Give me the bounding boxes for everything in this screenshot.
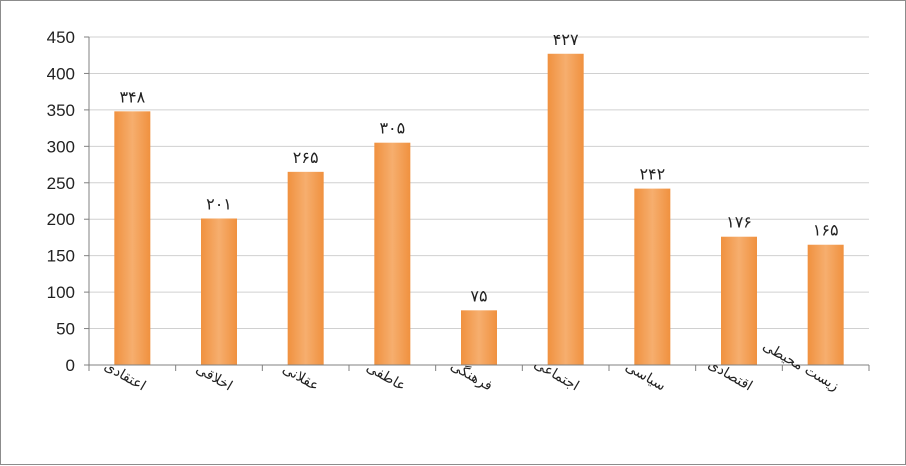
x-category-label: اخلاقی <box>193 361 235 394</box>
data-label: ۲۰۱ <box>206 194 232 213</box>
data-label: ۷۵ <box>470 286 487 305</box>
bar <box>201 218 237 365</box>
y-tick-label: 350 <box>47 101 75 120</box>
data-label: ۳۰۵ <box>379 119 405 138</box>
data-label: ۳۴۸ <box>119 87 145 106</box>
bar <box>287 171 324 365</box>
bar <box>374 142 411 365</box>
y-tick-label: 150 <box>47 247 75 266</box>
y-tick-label: 100 <box>47 283 75 302</box>
y-tick-label: 250 <box>47 174 75 193</box>
bar <box>547 53 584 366</box>
data-label: ۲۶۵ <box>293 148 319 167</box>
data-label: ۱۶۵ <box>813 221 839 240</box>
y-tick-label: 200 <box>47 210 75 229</box>
x-category-label: عقلانی <box>280 361 322 395</box>
data-label: ۴۲۷ <box>553 30 579 49</box>
y-tick-label: 450 <box>47 28 75 47</box>
data-label: ۱۷۶ <box>726 213 752 232</box>
bar <box>807 244 844 365</box>
axes <box>88 37 870 371</box>
y-axis-ticks: 0 50 100 150 200 250 300 350 400 450 <box>47 28 89 375</box>
data-labels: ۳۴۸ ۲۰۱ ۲۶۵ ۳۰۵ ۷۵ ۴۲۷ ۲۴۲ ۱۷۶ ۱۶۵ <box>119 30 838 306</box>
bars <box>114 53 844 366</box>
y-tick-label: 400 <box>47 64 75 83</box>
y-tick-label: 50 <box>56 320 75 339</box>
bar <box>114 111 151 365</box>
bar <box>634 188 671 365</box>
y-tick-label: 300 <box>47 137 75 156</box>
bar <box>721 236 757 365</box>
data-label: ۲۴۲ <box>639 165 665 184</box>
y-tick-label: 0 <box>66 356 75 375</box>
bar <box>461 310 497 365</box>
